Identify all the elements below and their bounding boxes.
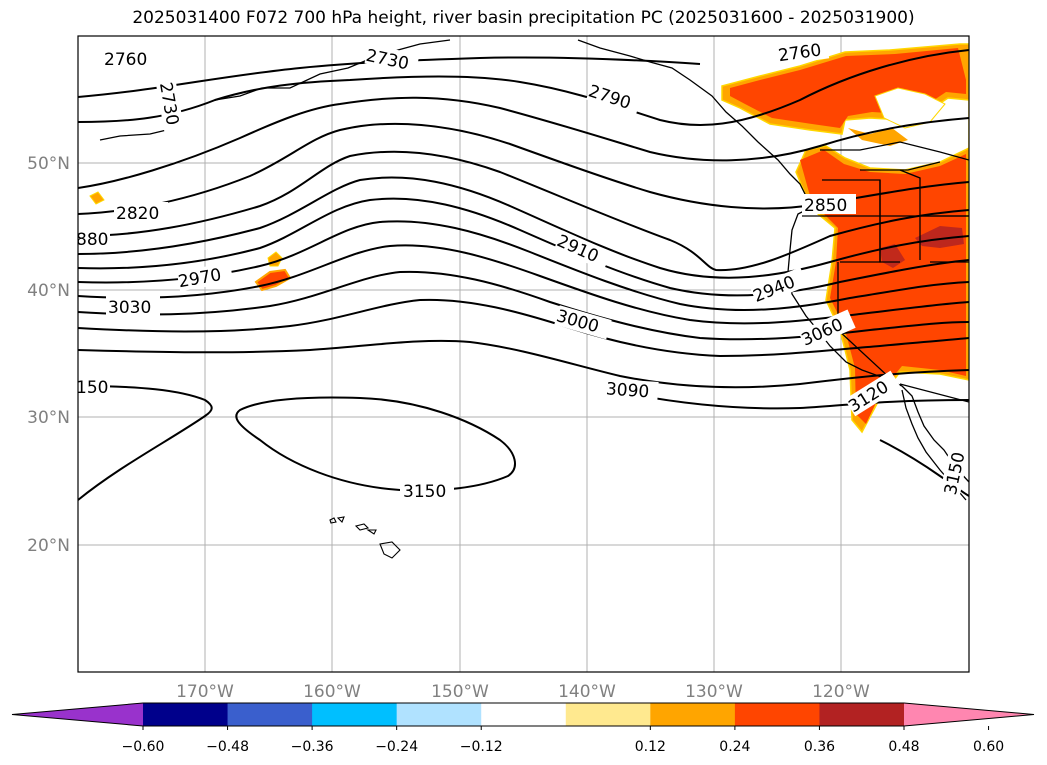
latitude-labels: 50°N 40°N 30°N 20°N <box>27 154 70 556</box>
contour-label: 2850 <box>804 196 847 216</box>
lon-label: 170°W <box>176 682 234 702</box>
colorbar-segment <box>396 703 482 726</box>
map-title: 2025031400 F072 700 hPa height, river ba… <box>132 8 915 28</box>
contour-label: 880 <box>76 230 108 250</box>
contour-label: 2820 <box>116 204 159 224</box>
hawaii-islands <box>329 516 401 559</box>
lat-label: 20°N <box>27 536 70 556</box>
colorbar-tick-label: −0.12 <box>460 739 503 755</box>
colorbar-extend-low <box>12 703 143 726</box>
lon-label: 150°W <box>431 682 489 702</box>
lon-label: 120°W <box>812 682 870 702</box>
lat-label: 30°N <box>27 408 70 428</box>
contour-label: 3090 <box>605 379 650 402</box>
colorbar-segment <box>481 703 567 726</box>
precipitation-shading <box>89 43 969 434</box>
colorbar-extend-high <box>904 703 1034 726</box>
colorbar-segment <box>819 703 905 726</box>
colorbar-tick-label: −0.48 <box>206 739 249 755</box>
height-contours <box>78 49 969 501</box>
colorbar-tick-label: 0.24 <box>719 739 750 755</box>
lon-label: 140°W <box>558 682 616 702</box>
lat-label: 40°N <box>27 281 70 301</box>
precip-darkred <box>915 226 964 248</box>
colorbar-tick-label: 0.60 <box>973 739 1004 755</box>
lon-label: 130°W <box>685 682 743 702</box>
colorbar-tick-label: 0.48 <box>888 739 919 755</box>
colorbar: −0.60 −0.48 −0.36 −0.24 −0.12 0.12 0.24 0.36 0.4… <box>11 702 1035 755</box>
contour-label: 150 <box>76 378 108 398</box>
colorbar-segment <box>650 703 736 726</box>
colorbar-tick-label: −0.36 <box>291 739 334 755</box>
map-frame <box>77 35 970 673</box>
gridlines <box>78 36 969 672</box>
precip-white-hole <box>874 87 946 129</box>
colorbar-segment <box>734 703 820 726</box>
contour-label: 3150 <box>403 482 446 502</box>
precip-pacific-spot-3 <box>89 191 105 205</box>
colorbar-segment <box>312 703 398 726</box>
colorbar-segment <box>143 703 229 726</box>
colorbar-tick-label: −0.60 <box>122 739 165 755</box>
map-panel <box>78 36 969 672</box>
colorbar-segment <box>227 703 313 726</box>
lon-label: 160°W <box>303 682 361 702</box>
contour-label: 3030 <box>108 298 151 318</box>
contour-label: 2760 <box>104 50 147 70</box>
colorbar-tick-label: 0.12 <box>635 739 666 755</box>
longitude-labels: 170°W 160°W 150°W 140°W 130°W 120°W <box>176 682 870 702</box>
lat-label: 50°N <box>27 154 70 174</box>
colorbar-segment <box>565 703 651 726</box>
colorbar-tick-label: 0.36 <box>804 739 835 755</box>
precip-orange-spot <box>848 128 908 146</box>
precip-red-south <box>800 150 966 424</box>
colorbar-tick-label: −0.24 <box>375 739 418 755</box>
